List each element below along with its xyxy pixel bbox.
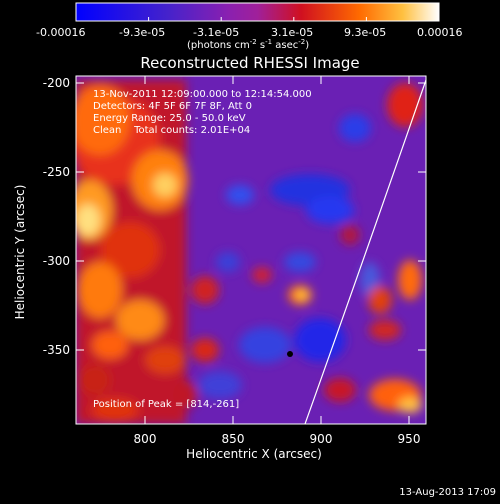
y-tick-label: -350	[43, 343, 70, 357]
colorbar-gradient	[75, 2, 440, 22]
colorbar: -0.00016 -9.3e-05 -3.1e-05 3.1e-05 9.3e-…	[36, 2, 463, 51]
rhessi-image	[76, 76, 426, 424]
y-axis-label: Heliocentric Y (arcsec)	[13, 185, 27, 320]
footer-timestamp: 13-Aug-2013 17:09	[399, 487, 496, 498]
x-tick-label: 850	[222, 432, 245, 446]
colorbar-tick-label: -0.00016	[36, 26, 85, 39]
info-energy-range: Energy Range: 25.0 - 50.0 keV	[93, 113, 246, 124]
x-tick-label: 800	[134, 432, 157, 446]
colorbar-tick-label: 3.1e-05	[271, 26, 313, 39]
y-tick-label: -250	[43, 165, 70, 179]
plot-title: Reconstructed RHESSI Image	[140, 54, 359, 72]
x-tick-label: 950	[398, 432, 421, 446]
colorbar-tick-label: 0.00016	[417, 26, 463, 39]
info-time-range: 13-Nov-2011 12:09:00.000 to 12:14:54.000	[93, 89, 312, 100]
axis-ticks	[76, 76, 426, 424]
info-clean-counts: Clean Total counts: 2.01E+04	[93, 125, 250, 136]
info-detectors: Detectors: 4F 5F 6F 7F 8F, Att 0	[93, 101, 252, 112]
plot-frame	[75, 75, 427, 425]
x-tick-label: 900	[310, 432, 333, 446]
y-tick-label: -300	[43, 254, 70, 268]
solar-limb-curve	[304, 79, 426, 424]
colorbar-tick-label: -3.1e-05	[193, 26, 239, 39]
peak-marker	[287, 351, 293, 357]
colorbar-ticks	[75, 17, 440, 21]
y-tick-label: -200	[43, 76, 70, 90]
colorbar-tick-label: -9.3e-05	[119, 26, 165, 39]
x-axis-label: Heliocentric X (arcsec)	[186, 447, 322, 461]
peak-position-label: Position of Peak = [814,-261]	[93, 399, 239, 410]
colorbar-units: (photons cm-2 s-1 asec-2)	[187, 38, 309, 51]
colorbar-tick-label: 9.3e-05	[344, 26, 386, 39]
